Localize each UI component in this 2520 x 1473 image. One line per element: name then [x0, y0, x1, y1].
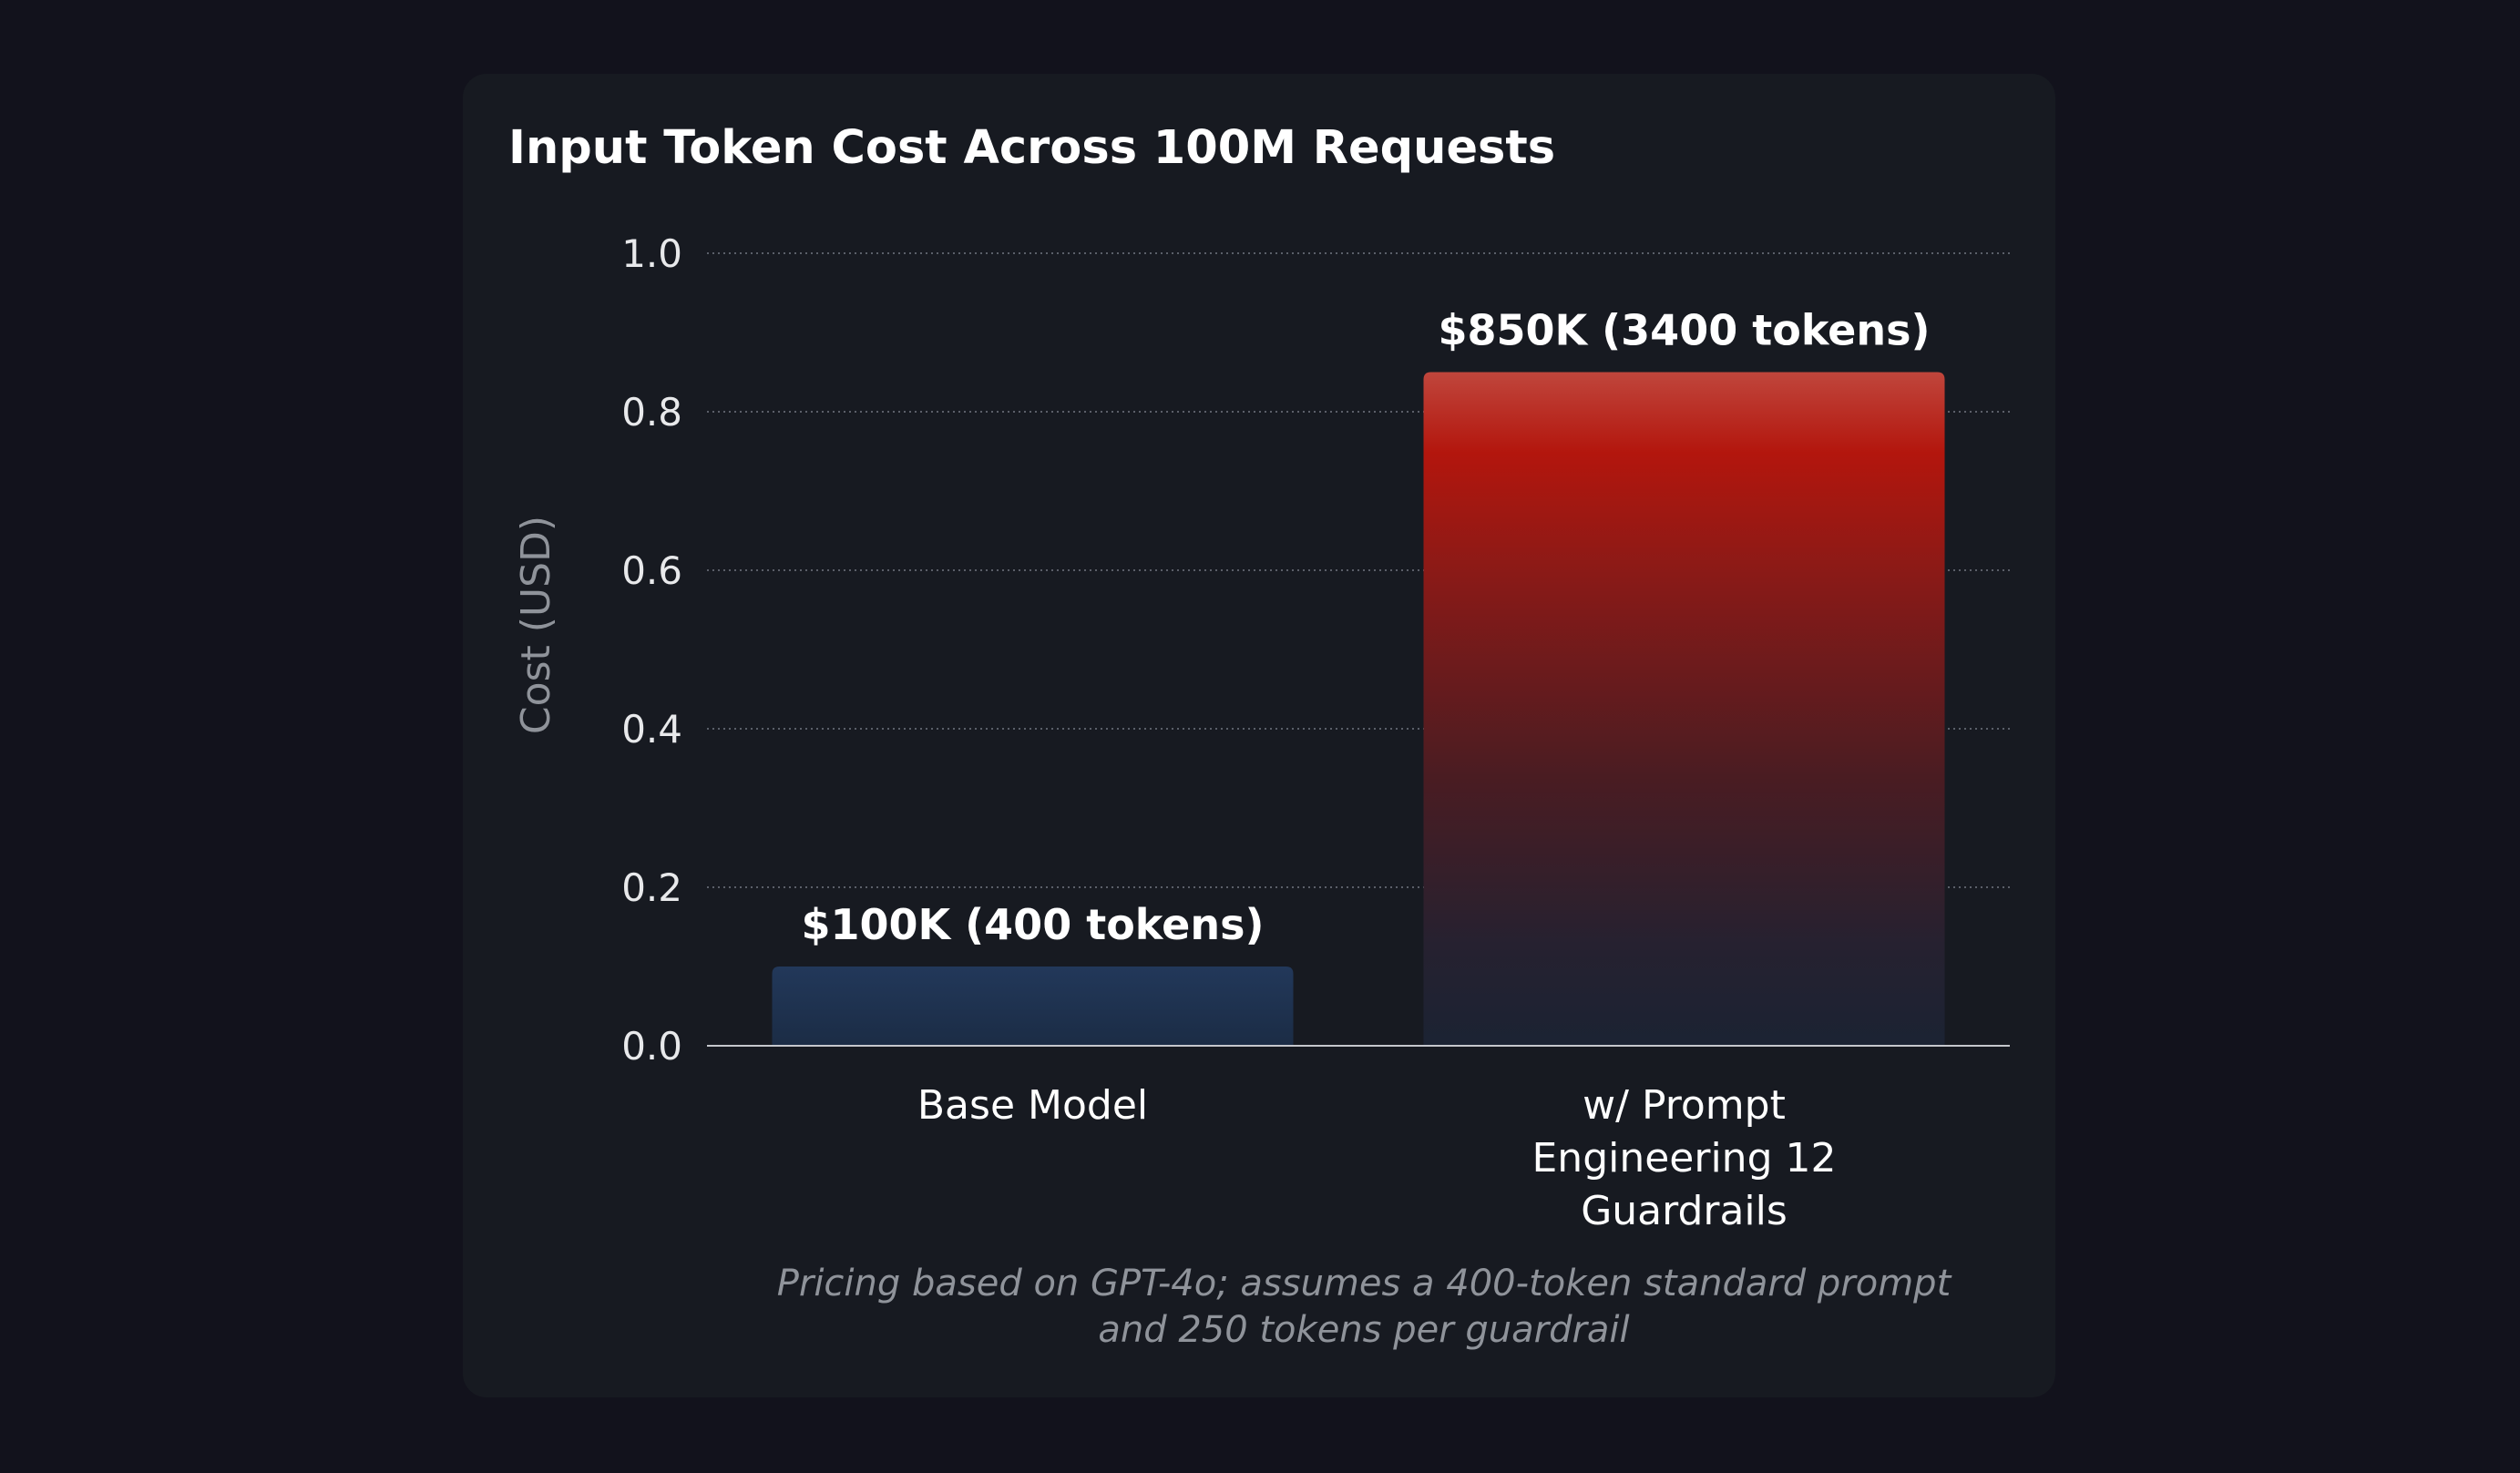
bar — [772, 967, 1294, 1046]
caption-line-2: and 250 tokens per guardrail — [1098, 1309, 1629, 1351]
y-tick-label: 0.6 — [621, 548, 682, 593]
chart-title: Input Token Cost Across 100M Requests — [508, 121, 1555, 175]
x-category-label: Engineering 12 — [1532, 1135, 1837, 1181]
y-tick-label: 0.4 — [621, 707, 682, 752]
y-axis-label: Cost (USD) — [513, 516, 559, 734]
x-category-label: Guardrails — [1581, 1188, 1788, 1234]
y-tick-label: 1.0 — [621, 231, 682, 276]
bars — [772, 372, 1945, 1046]
chart-caption: Pricing based on GPT-4o; assumes a 400-t… — [777, 1263, 1952, 1351]
x-category-label: Base Model — [917, 1082, 1148, 1129]
y-tick-label: 0.2 — [621, 865, 682, 910]
y-tick-label: 0.8 — [621, 390, 682, 435]
gridlines — [707, 252, 2010, 888]
bar — [1423, 372, 1945, 1046]
data-label: $850K (3400 tokens) — [1438, 306, 1930, 355]
y-axis-ticks: 0.0 0.2 0.4 0.6 0.8 1.0 — [621, 231, 682, 1069]
data-label: $100K (400 tokens) — [801, 900, 1264, 949]
x-axis-categories: Base Model w/ Prompt Engineering 12 Guardra… — [917, 1082, 1837, 1234]
x-category-label: w/ Prompt — [1583, 1082, 1786, 1129]
data-labels: $100K (400 tokens) $850K (3400 tokens) — [801, 306, 1930, 950]
caption-line-1: Pricing based on GPT-4o; assumes a 400-t… — [777, 1263, 1952, 1304]
y-tick-label: 0.0 — [621, 1024, 682, 1069]
